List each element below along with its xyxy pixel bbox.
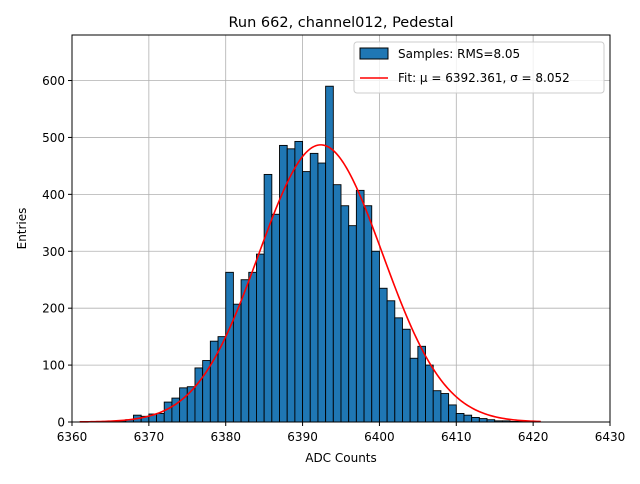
histogram-bar — [240, 279, 250, 423]
legend-bar-swatch — [359, 47, 389, 60]
histogram-bar — [478, 418, 488, 423]
x-tick-label: 6380 — [210, 430, 241, 444]
fit-curve-group — [79, 144, 541, 423]
histogram-bar — [317, 162, 327, 423]
y-tick-label: 300 — [42, 245, 65, 259]
x-tick-label: 6400 — [364, 430, 395, 444]
histogram-bar — [363, 205, 373, 423]
histogram-bar — [232, 303, 242, 423]
x-tick-label: 6410 — [441, 430, 472, 444]
legend: Samples: RMS=8.05 Fit: μ = 6392.361, σ =… — [353, 41, 605, 94]
histogram-bar — [471, 416, 480, 423]
histogram-bar — [263, 173, 273, 423]
legend-label-samples: Samples: RMS=8.05 — [398, 47, 520, 61]
histogram-bar — [256, 253, 265, 423]
x-tick-label: 6430 — [595, 430, 626, 444]
legend-box — [353, 41, 605, 94]
histogram-bar — [432, 390, 442, 423]
histogram-bar — [378, 287, 388, 423]
histogram-bar — [248, 271, 257, 423]
histogram-bar — [425, 364, 434, 423]
histogram-bar — [448, 404, 457, 423]
y-tick-label: 400 — [42, 188, 65, 202]
fit-curve — [79, 144, 541, 423]
x-axis-label: ADC Counts — [305, 451, 377, 465]
chart-title: Run 662, channel012, Pedestal — [228, 15, 453, 31]
histogram-bar — [309, 152, 319, 423]
histogram-bar — [202, 360, 211, 423]
y-tick-label: 600 — [42, 74, 65, 88]
histogram-bar — [302, 171, 311, 423]
y-tick-label: 200 — [42, 302, 65, 316]
plot-frame — [71, 34, 611, 423]
legend-label-fit: Fit: μ = 6392.361, σ = 8.052 — [398, 71, 570, 85]
histogram-bar — [332, 184, 342, 423]
y-tick-label: 0 — [57, 416, 65, 430]
x-tick-label: 6420 — [518, 430, 549, 444]
histogram-bar — [163, 401, 173, 423]
y-tick-label: 100 — [42, 359, 65, 373]
x-axis-ticks: 6360 6370 6380 6390 6400 6410 6420 6430 — [57, 422, 626, 444]
histogram-bar — [417, 345, 426, 423]
histogram-bar — [294, 140, 304, 423]
x-tick-label: 6360 — [57, 430, 88, 444]
histogram-bar — [463, 414, 473, 423]
histogram-bar — [348, 225, 357, 423]
histogram-bar — [409, 357, 419, 423]
y-tick-label: 500 — [42, 131, 65, 145]
histogram-bar — [156, 413, 165, 423]
histogram-bar — [386, 300, 396, 423]
histogram-bar — [225, 271, 234, 423]
histogram-bar — [455, 413, 465, 423]
histogram-bar — [440, 393, 450, 423]
histogram-bar — [355, 189, 365, 423]
x-tick-label: 6370 — [134, 430, 165, 444]
x-tick-label: 6390 — [287, 430, 318, 444]
histogram-bar — [325, 85, 334, 423]
histogram-bar — [340, 205, 350, 423]
histogram-bar — [179, 387, 188, 423]
histogram-bar — [194, 367, 204, 423]
histogram-bar — [371, 250, 380, 423]
histogram-bar — [394, 317, 403, 423]
y-axis-ticks: 0 100 200 300 400 500 600 — [42, 74, 72, 430]
histogram-bar — [286, 148, 296, 423]
histogram-bar — [271, 213, 280, 423]
histogram-bar — [402, 328, 411, 423]
y-axis-label: Entries — [15, 208, 29, 250]
